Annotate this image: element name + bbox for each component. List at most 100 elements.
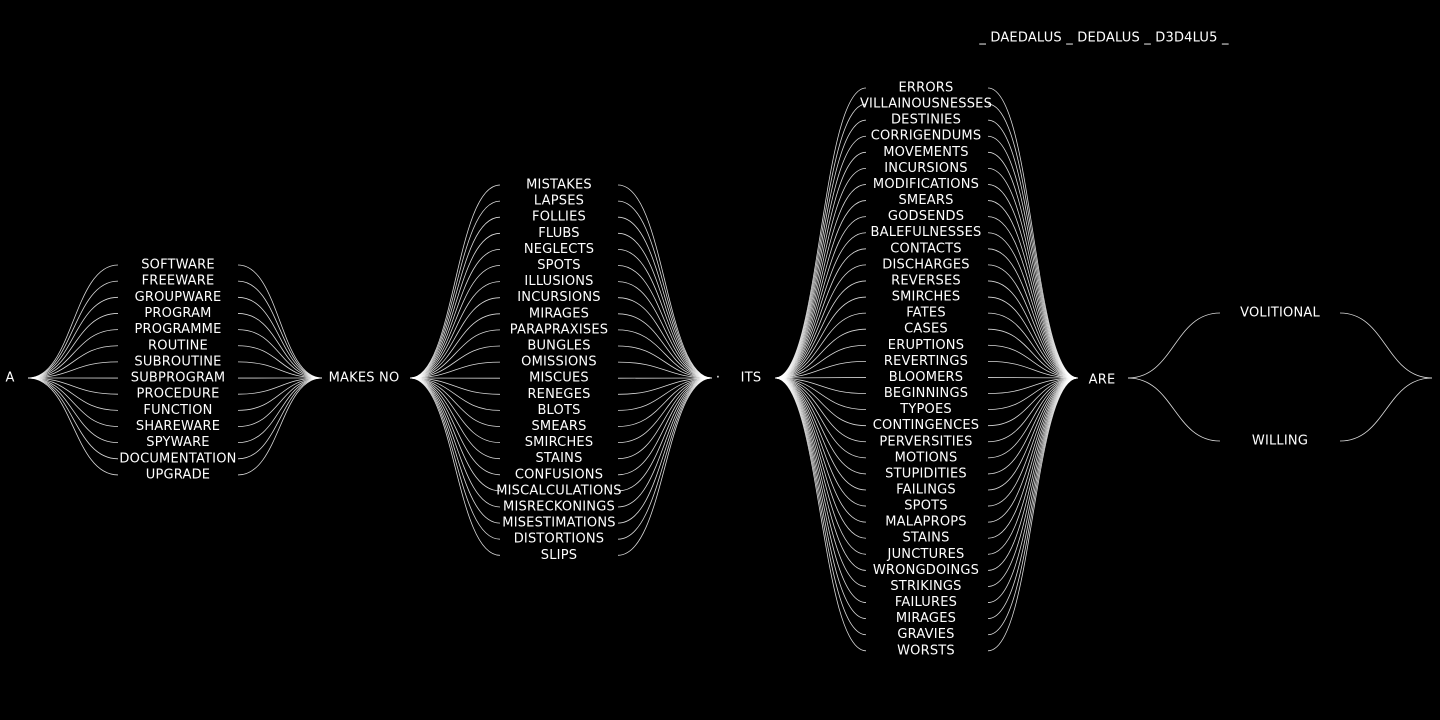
branch-curve: [774, 377, 867, 571]
software-word: SHAREWARE: [136, 419, 220, 434]
branch-curve: [409, 232, 501, 379]
branch-curve: [987, 377, 1079, 523]
branch-curve: [409, 313, 501, 379]
branch-curve: [617, 345, 713, 379]
branch-curve: [774, 377, 867, 652]
branch-curve: [987, 377, 1079, 459]
branch-curve: [987, 119, 1079, 379]
errors-word: INCURSIONS: [884, 161, 967, 176]
branch-curve: [774, 103, 867, 379]
software-word: PROGRAM: [144, 306, 211, 321]
errors-word: SMIRCHES: [892, 290, 961, 305]
branch-curve: [987, 377, 1079, 539]
branch-curve: [27, 264, 119, 379]
branch-curve: [987, 232, 1079, 379]
errors-word: STUPIDITIES: [885, 466, 967, 481]
software-word: PROCEDURE: [137, 387, 220, 402]
branch-curve: [987, 168, 1079, 379]
branch-curve: [27, 377, 119, 427]
branch-curve: [774, 312, 867, 379]
mistakes-word: OMISSIONS: [521, 355, 597, 370]
branch-curve: [409, 265, 501, 379]
branch-curve: [987, 377, 1079, 620]
branch-curve: [617, 249, 713, 379]
branch-curve: [987, 377, 1079, 507]
errors-word: MOVEMENTS: [883, 145, 968, 160]
mistakes-word: MISTAKES: [526, 178, 592, 193]
branch-curve: [409, 377, 501, 540]
errors-word: FATES: [906, 306, 946, 321]
errors-word: GODSENDS: [888, 209, 964, 224]
errors-word: BALEFULNESSES: [870, 225, 981, 240]
branch-curve: [987, 377, 1079, 603]
errors-word: GRAVIES: [897, 627, 954, 642]
errors-word: ERUPTIONS: [888, 338, 964, 353]
branch-curve: [409, 200, 501, 379]
branch-curve: [774, 360, 867, 379]
software-word: SUBPROGRAM: [131, 371, 225, 386]
branch-curve: [409, 361, 501, 379]
branch-curve: [617, 377, 713, 443]
branch-curve: [409, 184, 501, 379]
software-word: DOCUMENTATION: [119, 451, 236, 466]
branch-curve: [987, 248, 1079, 379]
branch-curve: [237, 264, 323, 379]
mistakes-word: FOLLIES: [532, 210, 586, 225]
branch-curve: [409, 377, 501, 476]
branch-curve: [774, 377, 867, 410]
branch-curve: [987, 151, 1079, 379]
branch-curve: [27, 313, 119, 379]
branch-curve: [774, 264, 867, 379]
branch-curve: [987, 184, 1079, 379]
errors-word: FAILURES: [895, 595, 957, 610]
branch-curve: [237, 377, 323, 476]
branch-curve: [987, 377, 1079, 571]
branch-curve: [774, 232, 867, 379]
branch-curve: [409, 377, 501, 443]
errors-word: PERVERSITIES: [879, 434, 972, 449]
mistakes-word: MIRAGES: [529, 306, 589, 321]
errors-word: WORSTS: [897, 643, 955, 658]
branch-curve: [237, 377, 323, 444]
errors-word: STRIKINGS: [890, 579, 961, 594]
branch-curve: [987, 377, 1079, 636]
branch-curve: [617, 377, 713, 540]
branch-curve: [987, 360, 1079, 379]
branch-curve: [774, 328, 867, 379]
branch-curve: [987, 377, 1079, 410]
branch-curve: [987, 216, 1079, 379]
branch-curve: [774, 119, 867, 379]
branch-curve: [409, 377, 501, 460]
mistakes-word: SMEARS: [531, 419, 586, 434]
mistakes-word: FLUBS: [538, 226, 580, 241]
branch-curve: [987, 264, 1079, 379]
software-word: SUBROUTINE: [134, 354, 221, 369]
branch-curve: [409, 377, 501, 395]
errors-word: DESTINIES: [891, 113, 961, 128]
mistakes-word: BLOTS: [537, 403, 580, 418]
branch-curve: [774, 344, 867, 379]
branch-curve: [987, 103, 1079, 379]
branch-curve: [617, 377, 713, 460]
word-dot: ·: [716, 371, 720, 386]
software-word: UPGRADE: [146, 467, 210, 482]
branch-curve: [409, 377, 501, 492]
branch-curve: [617, 377, 713, 427]
branch-lines: [27, 87, 1433, 652]
branch-curve: [617, 377, 713, 556]
branch-curve: [237, 280, 323, 379]
branch-curve: [27, 377, 119, 476]
errors-word: MODIFICATIONS: [873, 177, 979, 192]
branch-curve: [774, 377, 867, 620]
branch-curve: [409, 377, 501, 556]
branch-curve: [409, 281, 501, 379]
branch-curve: [987, 377, 1079, 555]
branch-curve: [774, 377, 867, 507]
branch-curve: [617, 184, 713, 379]
errors-word: CONTACTS: [890, 241, 962, 256]
software-word: GROUPWARE: [135, 290, 222, 305]
software-word: PROGRAMME: [134, 322, 221, 337]
branch-curve: [237, 296, 323, 379]
branch-curve: [237, 377, 323, 395]
